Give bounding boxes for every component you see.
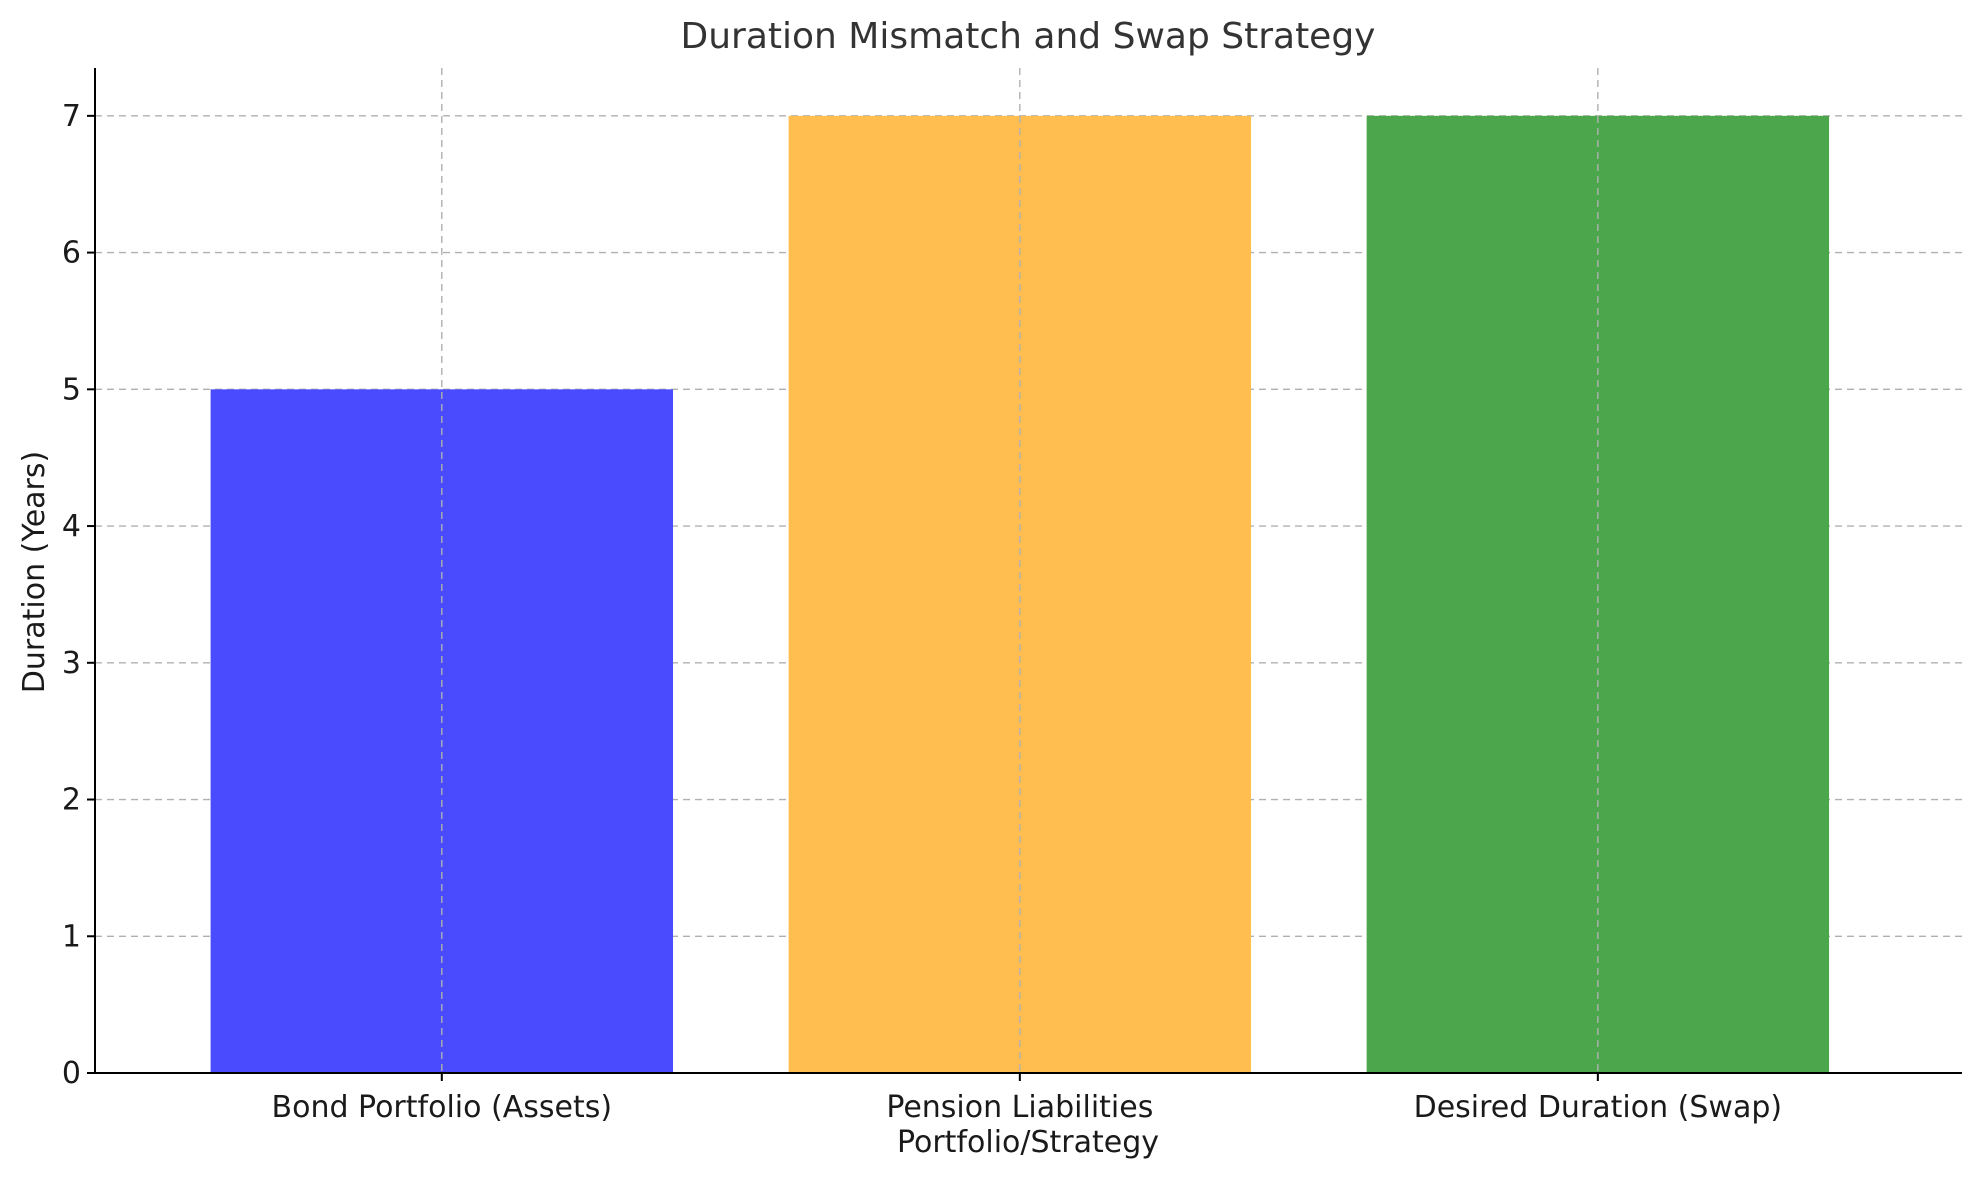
y-tick-label: 1 bbox=[62, 919, 81, 954]
chart-title: Duration Mismatch and Swap Strategy bbox=[681, 16, 1376, 57]
x-tick-label: Desired Duration (Swap) bbox=[1414, 1090, 1782, 1125]
x-axis-label: Portfolio/Strategy bbox=[897, 1125, 1159, 1160]
y-tick-label: 4 bbox=[62, 509, 81, 544]
x-tick-label: Pension Liabilities bbox=[886, 1090, 1153, 1125]
y-tick-label: 3 bbox=[62, 646, 81, 681]
bars bbox=[210, 115, 1830, 1074]
y-tick-label: 5 bbox=[62, 372, 81, 407]
y-tick-label: 2 bbox=[62, 783, 81, 818]
y-tick-label: 6 bbox=[62, 236, 81, 271]
y-tick-label: 0 bbox=[62, 1056, 81, 1091]
x-tick-label: Bond Portfolio (Assets) bbox=[272, 1090, 613, 1125]
y-tick-label: 7 bbox=[62, 99, 81, 134]
bar-desired-duration-swap bbox=[1366, 115, 1830, 1074]
bar-pension-liabilities bbox=[788, 115, 1252, 1074]
tick-labels: 0 1 2 3 4 5 6 7 Bond Portfolio (Assets) Pension L… bbox=[62, 99, 1782, 1125]
y-axis-label: Duration (Years) bbox=[17, 451, 52, 693]
axes bbox=[87, 68, 1962, 1081]
